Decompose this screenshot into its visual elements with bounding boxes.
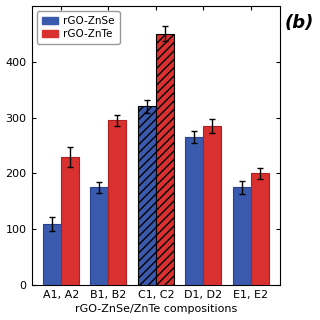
Bar xyxy=(43,224,61,285)
X-axis label: rGO-ZnSe/ZnTe compositions: rGO-ZnSe/ZnTe compositions xyxy=(75,304,237,315)
Text: (b): (b) xyxy=(285,14,315,32)
Bar xyxy=(185,137,203,285)
Bar xyxy=(138,106,156,285)
Bar xyxy=(203,126,221,285)
Bar xyxy=(251,173,269,285)
Bar xyxy=(61,157,79,285)
Bar xyxy=(90,188,108,285)
Legend: rGO-ZnSe, rGO-ZnTe: rGO-ZnSe, rGO-ZnTe xyxy=(37,11,119,44)
Bar xyxy=(233,188,251,285)
Bar xyxy=(108,120,126,285)
Bar xyxy=(156,34,174,285)
